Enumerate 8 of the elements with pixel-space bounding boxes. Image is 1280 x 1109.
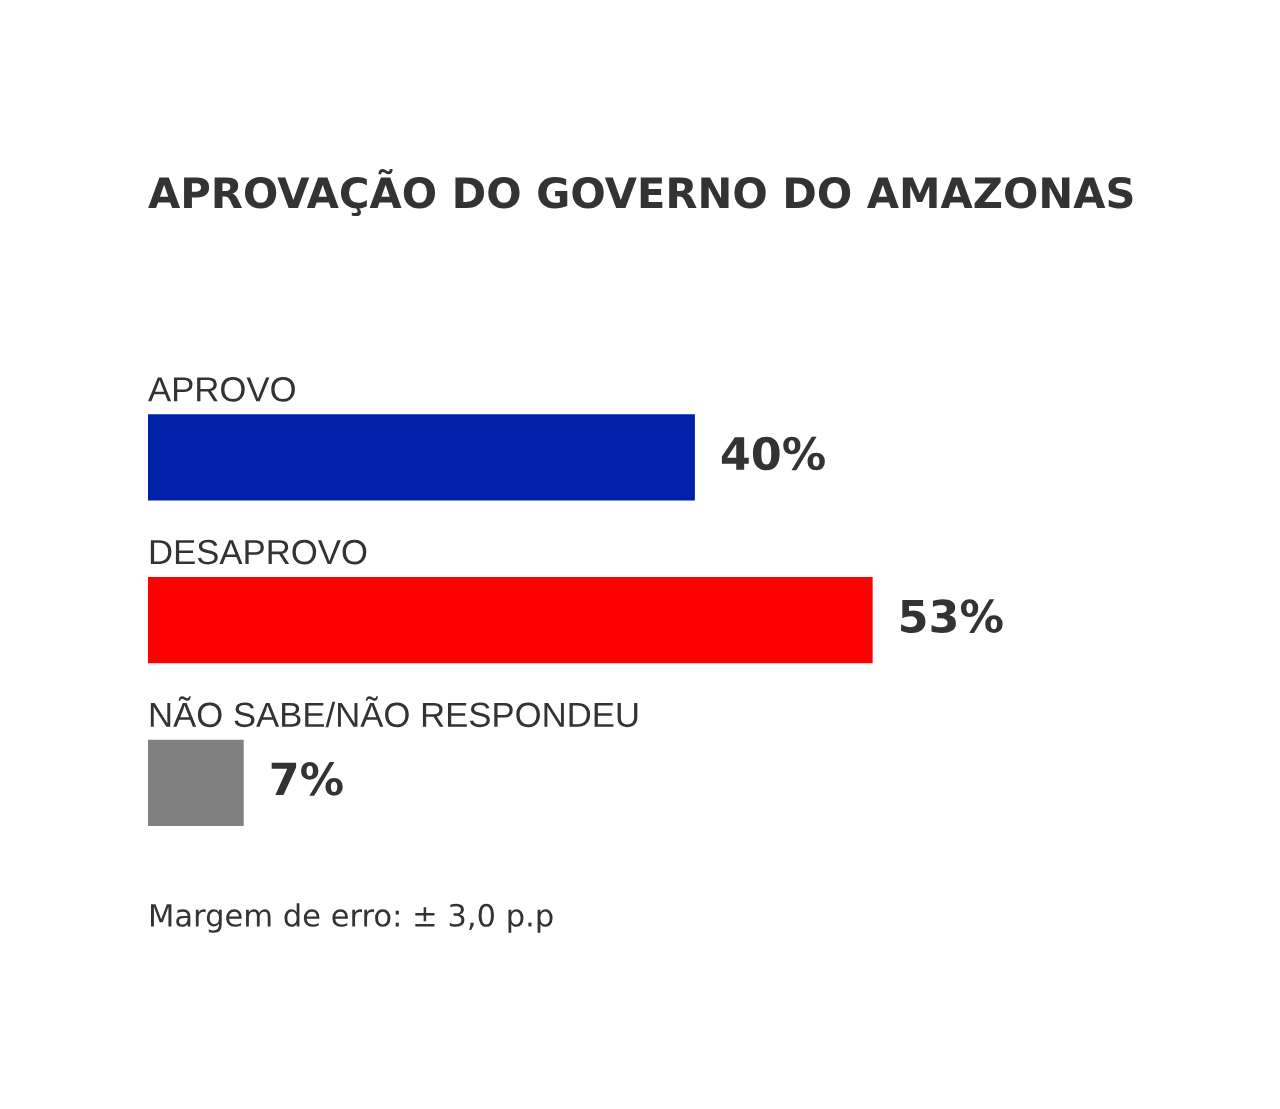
y-tick-label: NÃO SABE/NÃO RESPONDEU	[150, 696, 638, 728]
y-tick-label: DESAPROVO	[150, 539, 367, 565]
data-label: 40%	[721, 436, 825, 471]
text: Margem de erro: ± 3,0 p.p	[151, 903, 553, 933]
data-label: 53%	[901, 599, 1003, 633]
y-tick-label: APROVO	[148, 377, 295, 402]
chart-title: APROVAÇÃO DO GOVERNO DO AMAZONAS	[148, 168, 1133, 217]
data-label: 7%	[271, 762, 343, 796]
